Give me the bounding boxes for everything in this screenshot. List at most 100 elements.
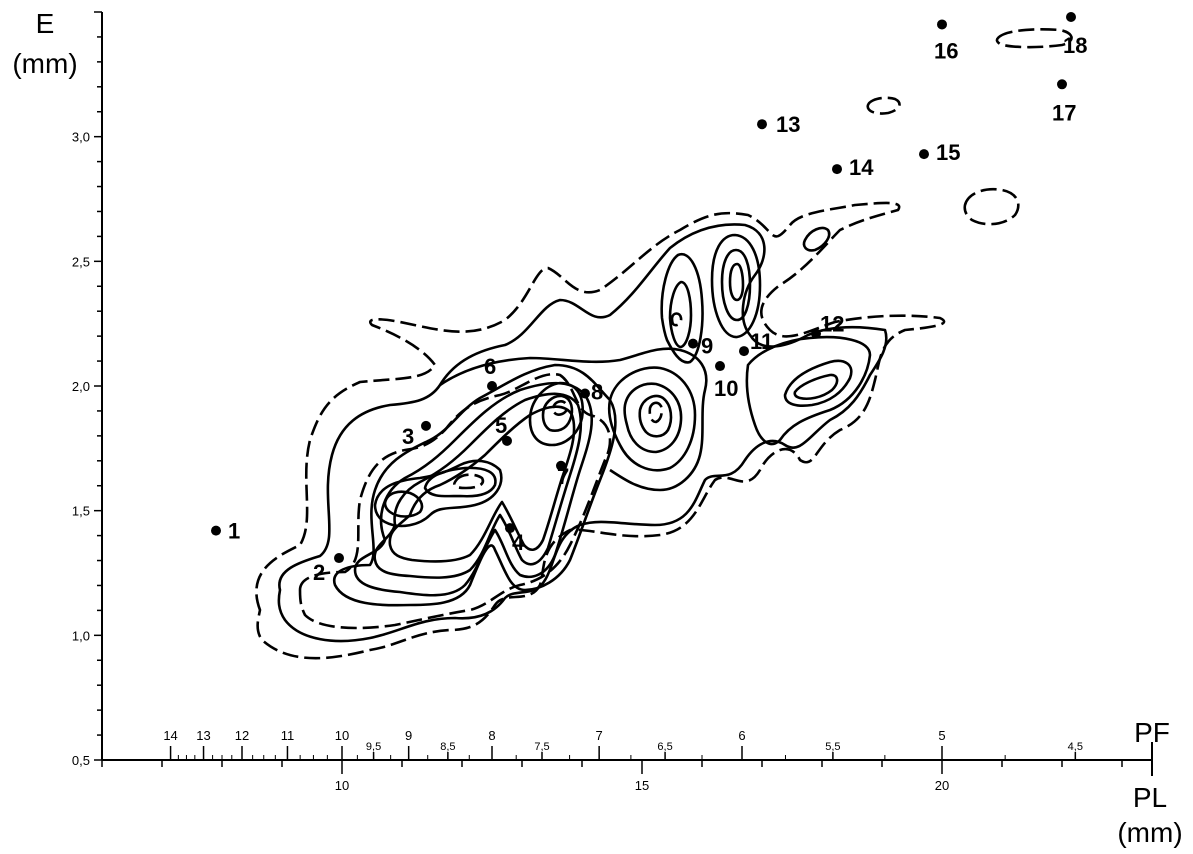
contour-level-7 [373, 459, 503, 528]
data-point-17 [1057, 79, 1067, 90]
data-point-15 [919, 149, 929, 160]
contour-peak-dashed-c [648, 401, 664, 424]
contour-level-8b [423, 466, 497, 498]
x-axis-ticks: 10 15 20 [101, 760, 1123, 793]
data-point-label-8: 8 [591, 379, 603, 404]
contour-inner-dashed [298, 372, 612, 630]
y-tick-label: 2,0 [72, 379, 90, 394]
pf-tick-label: 11 [281, 728, 295, 743]
y-tick-label: 1,5 [72, 504, 90, 519]
y-tick-label: 1,0 [72, 628, 90, 643]
data-point-label-12: 12 [820, 312, 844, 337]
y-axis-ticks: 0,5 1,0 1,5 2,0 2,5 3,0 [72, 11, 102, 768]
contour-right-band-2 [783, 359, 853, 407]
y-tick-label: 3,0 [72, 130, 90, 145]
density-contours [255, 27, 1073, 660]
data-point-18 [1066, 11, 1076, 22]
data-point-label-17: 17 [1052, 100, 1076, 125]
data-point-12 [811, 328, 821, 339]
contour-right-lobe-1 [607, 366, 697, 472]
pf-tick-label: 14 [163, 728, 177, 743]
contour-peak-b2 [541, 394, 574, 432]
data-point-label-18: 18 [1063, 33, 1087, 58]
pf-tick-label: 9 [405, 728, 412, 743]
pf-tick-label: 4,5 [1068, 741, 1083, 753]
pf-tick-label: 8,5 [440, 741, 455, 753]
contour-upper-lobe-2 [668, 280, 693, 349]
pf-tick-label: 5 [938, 728, 945, 743]
pf-tick-label: 7 [596, 728, 603, 743]
pf-tick-label: 12 [235, 728, 249, 743]
data-point-label-16: 16 [934, 38, 958, 63]
data-point-label-10: 10 [714, 376, 738, 401]
y-axis-title-line1: E [36, 8, 55, 39]
contour-right-lobe-3 [638, 394, 673, 438]
contour-peak-b1 [528, 381, 584, 447]
contour-outer-dashed [255, 201, 946, 660]
data-point-label-4: 4 [512, 530, 525, 555]
data-point-label-14: 14 [849, 155, 874, 180]
data-point-1 [211, 525, 221, 536]
pf-tick-label: 10 [335, 728, 349, 743]
contour-upper-lobe-4 [720, 248, 752, 322]
x-tick-label: 20 [935, 778, 949, 793]
pf-tick-label: 6 [738, 728, 745, 743]
data-point-3 [421, 420, 431, 431]
contour-upper-lobe-3 [710, 233, 762, 339]
data-point-label-3: 3 [402, 424, 414, 449]
pf-axis-ticks: 14 13 12 11 10 9,5 9 8,5 8 7,5 7 6,5 6 5,5 5 4,5 [163, 728, 1083, 760]
data-point-label-9: 9 [701, 334, 713, 359]
data-point-8 [580, 388, 590, 399]
contour-right-band-3 [793, 373, 839, 401]
data-point-5 [502, 435, 512, 446]
data-point-label-7: 7 [557, 464, 569, 489]
pf-tick-label: 6,5 [657, 741, 672, 753]
data-point-label-2: 2 [313, 560, 325, 585]
data-point-10 [715, 361, 725, 372]
x-axis-title-line1: PL [1133, 782, 1167, 813]
y-tick-label: 2,5 [72, 254, 90, 269]
data-point-label-5: 5 [495, 413, 507, 438]
data-point-16 [937, 19, 947, 30]
data-point-9 [688, 338, 698, 349]
contour-upper-lobe-5 [728, 262, 745, 302]
contour-peak-dashed-a [452, 473, 485, 490]
data-point-label-13: 13 [776, 112, 800, 137]
contour-upper-lobe-1 [660, 252, 704, 364]
contour-level-4 [353, 381, 594, 597]
y-axis-title-line2: (mm) [12, 48, 77, 79]
contour-level-8 [383, 490, 424, 518]
data-point-4 [505, 523, 515, 534]
data-point-11 [739, 346, 749, 357]
x-tick-label: 10 [335, 778, 349, 793]
data-point-label-6: 6 [484, 354, 496, 379]
contour-upper-lobe-dashed [670, 312, 683, 327]
data-point-2 [334, 553, 344, 564]
pf-tick-label: 9,5 [366, 741, 381, 753]
pf-tick-label: 13 [196, 728, 210, 743]
contour-level-6 [388, 405, 576, 563]
contour-small-b [963, 187, 1020, 226]
data-point-label-15: 15 [936, 140, 960, 165]
data-point-6 [487, 381, 497, 391]
contour-level-2 [277, 223, 888, 643]
data-point-label-1: 1 [228, 519, 240, 544]
contour-small-c [866, 96, 901, 115]
contour-peak-dashed-b [551, 400, 569, 416]
contour-small-a [802, 226, 831, 252]
contour-right-band-1 [745, 335, 872, 446]
contour-level-5 [373, 392, 583, 579]
x-tick-label: 15 [635, 778, 649, 793]
pf-tick-label: 7,5 [534, 741, 549, 753]
data-point-7 [556, 460, 566, 471]
data-point-14 [832, 164, 842, 175]
pf-tick-label: 8 [488, 728, 495, 743]
data-point-13 [757, 119, 767, 130]
y-tick-label: 0,5 [72, 753, 90, 768]
contour-small-d [995, 27, 1073, 49]
contour-right-lobe-2 [623, 382, 683, 454]
pf-tick-label: 5,5 [825, 741, 840, 753]
